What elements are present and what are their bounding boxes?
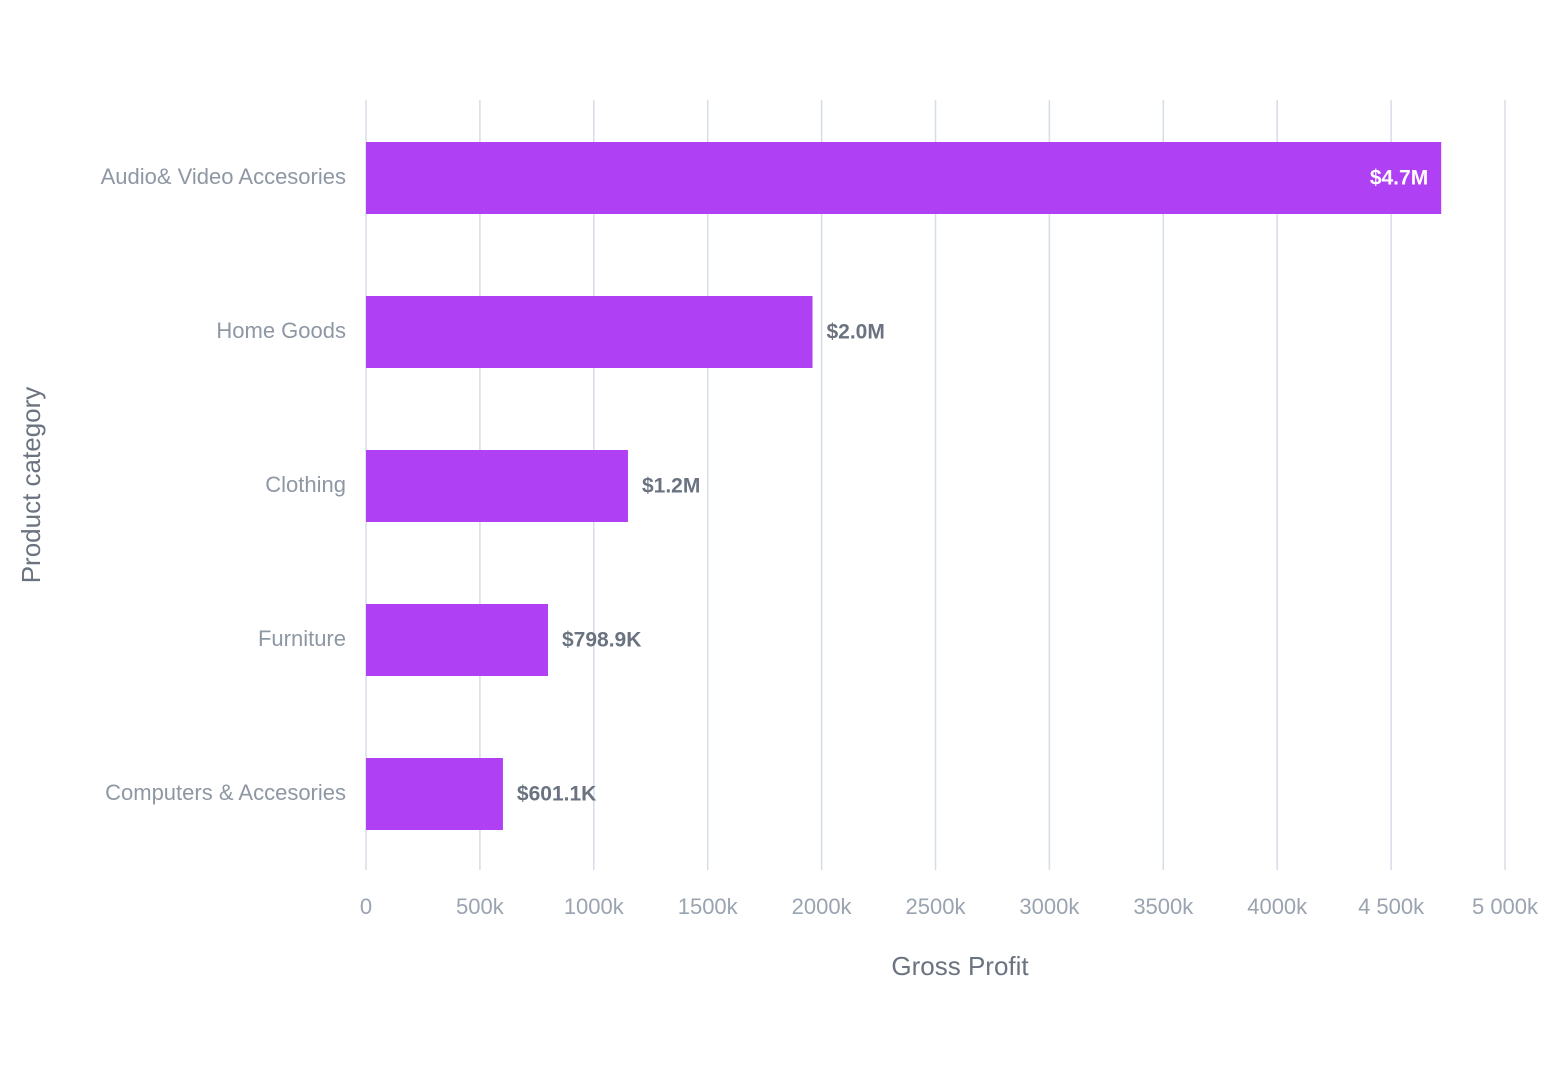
x-tick-label: 3500k [1133, 894, 1194, 919]
y-tick-label: Audio& Video Accesories [101, 164, 346, 189]
x-tick-label: 2500k [906, 894, 967, 919]
x-tick-label: 4000k [1247, 894, 1308, 919]
x-tick-label: 4 500k [1358, 894, 1425, 919]
bar [366, 604, 548, 676]
y-tick-label: Home Goods [216, 318, 346, 343]
y-tick-label: Clothing [265, 472, 346, 497]
value-label: $798.9K [562, 629, 641, 652]
bar [366, 142, 1442, 214]
value-label: $2.0M [826, 321, 884, 344]
x-tick-label: 0 [360, 894, 372, 919]
y-axis-title: Product category [16, 387, 46, 584]
y-tick-label: Furniture [258, 626, 346, 651]
value-label: $1.2M [642, 475, 700, 498]
bar [366, 296, 813, 368]
x-tick-label: 2000k [792, 894, 853, 919]
x-tick-label: 1500k [678, 894, 739, 919]
bar [366, 758, 503, 830]
x-tick-label: 1000k [564, 894, 625, 919]
x-tick-label: 5 000k [1472, 894, 1539, 919]
y-tick-label: Computers & Accesories [105, 780, 346, 805]
value-label: $601.1K [517, 783, 596, 806]
x-tick-label: 3000k [1019, 894, 1080, 919]
x-axis-title: Gross Profit [891, 951, 1029, 981]
value-label: $4.7M [1370, 167, 1428, 190]
bar [366, 450, 628, 522]
x-tick-label: 500k [456, 894, 505, 919]
